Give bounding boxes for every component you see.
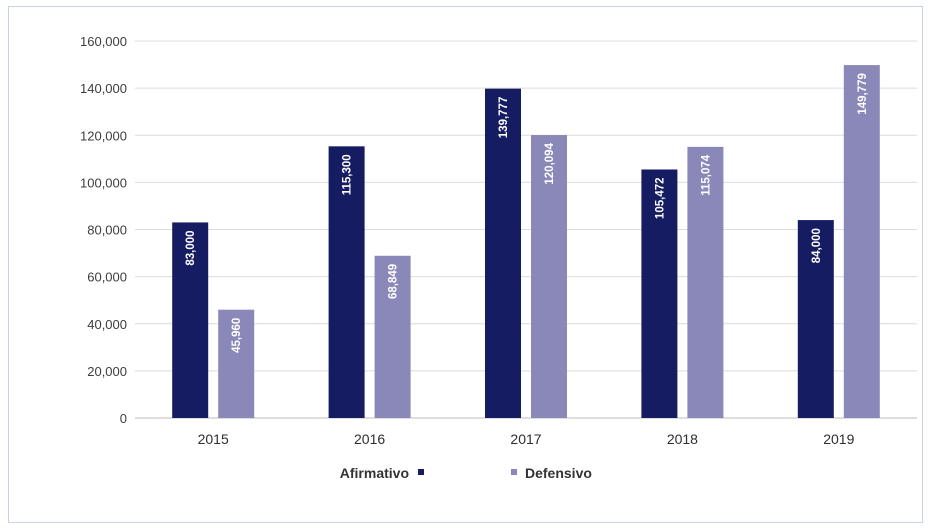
bar-afirmativo [172, 222, 209, 418]
bar-defensivo [843, 65, 880, 418]
bar-chart: 0 20,000 40,000 60,000 80,000 100,000 120,000 1… [80, 34, 917, 481]
x-tick-label: 2017 [510, 431, 541, 447]
legend-swatch-afirmativo [418, 469, 424, 475]
bar-value-label: 139,777 [498, 97, 510, 139]
legend-swatch-defensivo [511, 469, 517, 475]
legend-label-afirmativo: Afirmativo [340, 465, 409, 481]
y-tick-label: 0 [120, 411, 127, 426]
y-tick-label: 160,000 [80, 34, 127, 49]
bar-afirmativo [328, 146, 365, 418]
bar-value-label: 115,074 [700, 154, 712, 196]
bar-value-label: 84,000 [811, 228, 823, 263]
bar-afirmativo [641, 169, 678, 418]
bar-afirmativo [485, 88, 521, 418]
x-tick-label: 2019 [823, 431, 854, 447]
y-tick-label: 100,000 [80, 175, 127, 190]
y-tick-label: 40,000 [87, 317, 127, 332]
bar-defensivo [531, 135, 567, 419]
y-tick-label: 140,000 [80, 81, 127, 96]
bar-value-label: 45,960 [231, 318, 243, 353]
legend-label-defensivo: Defensivo [525, 465, 592, 481]
bar-value-label: 149,779 [857, 73, 869, 115]
bar-afirmativo [797, 220, 834, 418]
x-tick-label: 2018 [667, 431, 698, 447]
y-tick-label: 60,000 [87, 270, 127, 285]
bar-value-label: 68,849 [388, 264, 400, 299]
bar-defensivo [687, 146, 724, 419]
bar-value-label: 83,000 [185, 230, 197, 265]
y-tick-label: 20,000 [87, 364, 127, 379]
x-tick-label: 2015 [198, 431, 229, 447]
y-tick-label: 80,000 [87, 223, 127, 238]
bar-defensivo [374, 255, 411, 418]
y-tick-label: 120,000 [80, 128, 127, 143]
bar-value-label: 120,094 [544, 142, 556, 184]
bar-defensivo [218, 309, 255, 418]
x-tick-label: 2016 [354, 431, 385, 447]
bar-value-label: 115,300 [342, 154, 354, 195]
chart-frame: 0 20,000 40,000 60,000 80,000 100,000 120,000 1… [8, 6, 923, 523]
bar-value-label: 105,472 [654, 177, 666, 219]
